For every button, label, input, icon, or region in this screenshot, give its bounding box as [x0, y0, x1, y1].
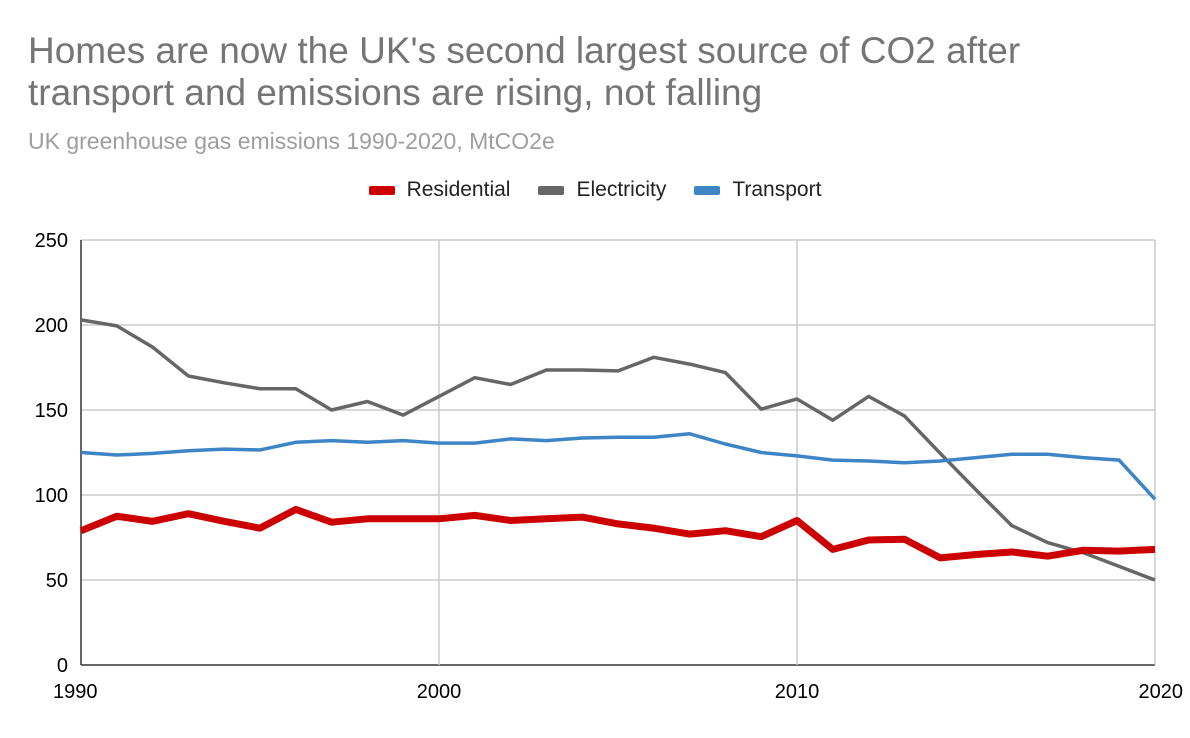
x-tick-label: 2010 [775, 681, 820, 703]
chart-title: Homes are now the UK's second largest so… [28, 30, 1021, 113]
legend: Residential Electricity Transport [0, 178, 1190, 202]
x-tick-label: 2020 [1139, 681, 1184, 703]
legend-swatch-residential [368, 185, 395, 195]
y-tick-label: 0 [57, 655, 68, 677]
series-line-transport [80, 432, 1157, 501]
y-tick-label: 250 [35, 230, 68, 252]
legend-label: Electricity [576, 178, 667, 201]
x-tick-label: 1990 [53, 681, 98, 703]
series-line-electricity [80, 318, 1156, 582]
y-tick-label: 200 [35, 315, 68, 337]
x-tick-label: 2000 [417, 681, 462, 703]
legend-item-transport[interactable]: Transport [694, 178, 821, 202]
legend-label: Residential [406, 178, 511, 201]
legend-item-electricity[interactable]: Electricity [538, 178, 666, 202]
legend-item-residential[interactable]: Residential [368, 178, 511, 202]
y-tick-label: 150 [35, 400, 68, 422]
series-line-residential [79, 505, 1156, 562]
legend-swatch-electricity [538, 185, 565, 195]
chart-subtitle: UK greenhouse gas emissions 1990-2020, M… [28, 128, 555, 154]
y-tick-label: 100 [35, 485, 68, 507]
legend-label: Transport [732, 178, 822, 201]
y-tick-label: 50 [46, 570, 68, 592]
legend-swatch-transport [694, 185, 721, 195]
